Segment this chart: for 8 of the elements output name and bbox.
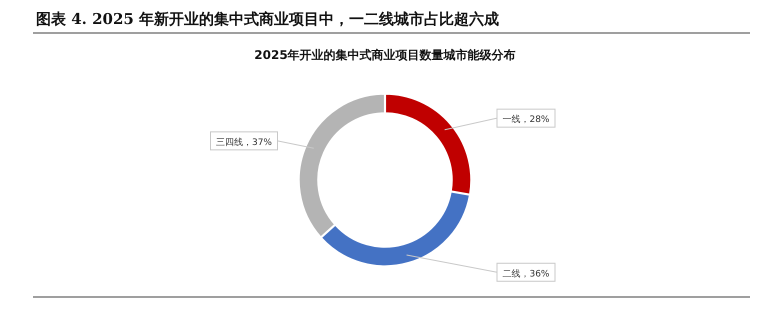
chart-title: 图表 4. 2025 年新开业的集中式商业项目中，一二线城市占比超六成 [36,10,500,28]
slice-label: 三四线 [216,136,243,148]
chart-subtitle: 2025年开业的集中式商业项目数量城市能级分布 [254,48,516,62]
data-label: ，36% [520,269,550,280]
data-label: ，37% [242,138,272,148]
slice-label: 二线 [502,268,520,280]
slice-label: 一线 [502,114,520,126]
data-label: ，28% [520,115,550,126]
